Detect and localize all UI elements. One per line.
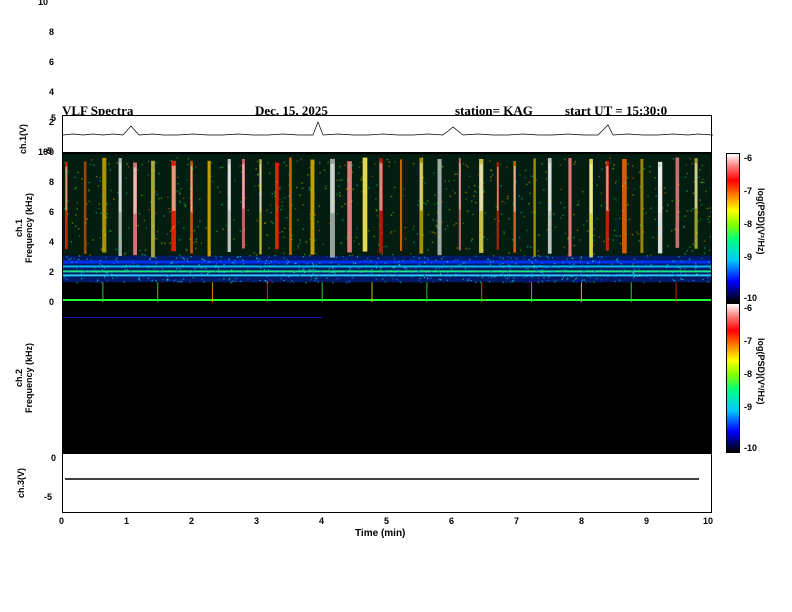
ch3-voltage-trace-svg (63, 454, 713, 514)
ch1-spectrogram-panel[interactable] (62, 153, 712, 303)
xtick-3: 3 (254, 516, 259, 526)
xtick-8: 8 (579, 516, 584, 526)
ch2-faint-signal-line (63, 317, 322, 318)
ch3v-axis-label: ch.3(V) (16, 463, 26, 503)
cb1-tick-neg7: -7 (744, 186, 752, 196)
cb2-title: log(PSD)(V²/Hz) (756, 338, 766, 405)
xtick-10: 10 (703, 516, 713, 526)
xtick-1: 1 (124, 516, 129, 526)
ch1v-axis-label: ch.1(V) (18, 118, 28, 154)
xtick-4: 4 (319, 516, 324, 526)
xtick-9: 9 (644, 516, 649, 526)
cb2-tick-neg9: -9 (744, 402, 752, 412)
ch3v-tick-0: 0 (36, 453, 56, 463)
cb2-tick-neg8: -8 (744, 369, 752, 379)
ch2-tick-10: 10 (28, 147, 48, 157)
colorbar-ch2[interactable]: -6 -7 -8 -9 -10 log(PSD)(V²/Hz) (726, 303, 786, 453)
colorbar-ch1-gradient (726, 153, 740, 303)
cb1-tick-neg8: -8 (744, 219, 752, 229)
xtick-7: 7 (514, 516, 519, 526)
ch3v-tick-neg5: -5 (32, 492, 52, 502)
ch2-tick-2: 2 (34, 267, 54, 277)
ch2-tick-6: 6 (34, 207, 54, 217)
ch2-tick-4: 4 (34, 237, 54, 247)
ch1-voltage-trace-svg (63, 116, 713, 154)
ch1-tick-8: 8 (34, 27, 54, 37)
cb1-tick-neg10: -10 (744, 293, 757, 303)
cb2-tick-neg10: -10 (744, 443, 757, 453)
ch2-tick-8: 8 (34, 177, 54, 187)
cb1-tick-neg9: -9 (744, 252, 752, 262)
xtick-0: 0 (59, 516, 64, 526)
ch2-tick-0: 0 (34, 297, 54, 307)
ch1-axis-label: ch.1 Frequency (kHz) (14, 178, 34, 278)
cb2-tick-neg6: -6 (744, 303, 752, 313)
xtick-5: 5 (384, 516, 389, 526)
ch2-axis-label: ch.2 Frequency (kHz) (14, 328, 34, 428)
ch3-voltage-panel (62, 453, 712, 513)
ch1-tick-4: 4 (34, 87, 54, 97)
cb2-tick-neg7: -7 (744, 336, 752, 346)
ch1-tick-2: 2 (34, 117, 54, 127)
ch1-spectrogram-bursts-svg (63, 154, 711, 302)
cb1-tick-neg6: -6 (744, 153, 752, 163)
x-axis-label: Time (min) (355, 528, 405, 539)
ch1-tick-6: 6 (34, 57, 54, 67)
xtick-6: 6 (449, 516, 454, 526)
vlf-spectra-page: VLF Spectra Dec. 15, 2025 station= KAG s… (0, 0, 792, 612)
ch1-voltage-panel (62, 115, 712, 153)
xtick-2: 2 (189, 516, 194, 526)
ch1-tick-10: 10 (28, 0, 48, 7)
colorbar-ch2-gradient (726, 303, 740, 453)
cb1-title: log(PSD)(V²/Hz) (756, 188, 766, 255)
colorbar-ch1[interactable]: -6 -7 -8 -9 -10 log(PSD)(V²/Hz) (726, 153, 786, 303)
ch2-spectrogram-panel[interactable] (62, 303, 712, 453)
